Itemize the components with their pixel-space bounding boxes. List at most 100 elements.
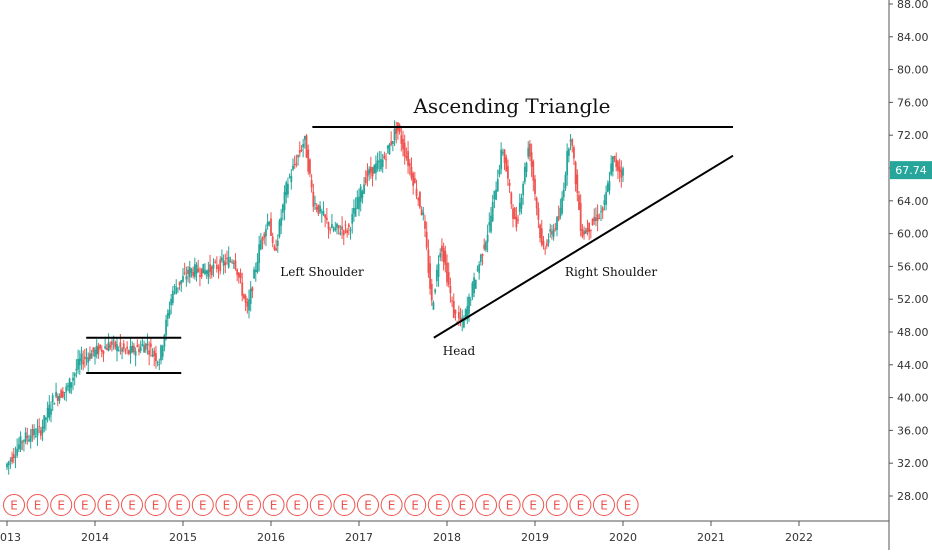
candle-body: [68, 378, 71, 393]
candle: [363, 177, 365, 195]
candle-body: [554, 228, 557, 230]
candle-body: [415, 188, 418, 197]
earnings-circle: [50, 494, 73, 516]
candle: [615, 152, 618, 172]
candle: [449, 277, 452, 303]
candle-body: [261, 237, 264, 241]
candle-body: [124, 349, 127, 351]
earnings-label: E: [152, 499, 160, 513]
candle: [601, 206, 604, 220]
candle: [302, 138, 305, 158]
candle-body: [173, 286, 176, 288]
candle: [273, 244, 276, 252]
earnings-label: E: [81, 499, 89, 513]
candle-body: [358, 196, 360, 210]
candle-body: [557, 216, 560, 220]
candle-body: [288, 176, 291, 178]
candle: [31, 424, 34, 442]
candle: [173, 283, 176, 295]
candle: [442, 242, 445, 271]
candle-body: [571, 139, 574, 146]
candle: [576, 169, 579, 202]
candle-body: [273, 246, 276, 250]
candle-body: [190, 268, 193, 273]
candle-body: [459, 317, 462, 321]
candle-body: [573, 147, 575, 159]
earnings-marker: E: [286, 494, 309, 516]
y-tick-label: 32.00: [897, 457, 929, 470]
candle: [354, 197, 357, 217]
candle: [413, 171, 416, 184]
candle: [402, 130, 404, 157]
candle-body: [347, 224, 350, 228]
candle: [344, 220, 347, 234]
candle-body: [515, 216, 518, 228]
candle-body: [302, 143, 305, 148]
candle: [183, 262, 186, 276]
candle-body: [195, 264, 198, 274]
candle: [368, 166, 371, 181]
price-axis[interactable]: 88.0084.0080.0076.0072.0068.0064.0060.00…: [889, 0, 929, 503]
y-tick-label: 44.00: [897, 359, 929, 372]
earnings-marker: E: [144, 494, 167, 516]
candle: [116, 337, 118, 362]
candle: [271, 232, 274, 248]
candle-body: [344, 224, 347, 226]
candle-body: [444, 250, 447, 265]
candle: [473, 272, 475, 298]
earnings-marker: E: [616, 494, 639, 516]
candle-body: [427, 249, 430, 273]
candle: [217, 264, 220, 279]
candle-body: [493, 190, 496, 200]
candle-body: [485, 241, 487, 251]
candle: [332, 226, 335, 233]
candle: [229, 256, 232, 263]
candle: [371, 166, 374, 187]
x-tick-label: 2022: [785, 531, 813, 544]
earnings-circle: [73, 494, 96, 516]
candle: [435, 264, 438, 287]
candle: [331, 213, 333, 229]
candle: [224, 253, 227, 273]
candle-body: [165, 319, 167, 336]
candle: [144, 342, 147, 353]
candle: [207, 261, 210, 285]
candle: [303, 135, 306, 149]
candle-body: [112, 339, 115, 341]
candle: [545, 239, 548, 249]
earnings-label: E: [411, 499, 419, 513]
candle-body: [591, 218, 594, 226]
candle: [83, 348, 86, 368]
candle: [586, 219, 589, 236]
candle: [259, 233, 262, 251]
y-tick-label: 52.00: [897, 293, 929, 306]
candle: [522, 181, 525, 205]
candle-body: [567, 148, 570, 156]
candle: [425, 221, 428, 251]
candle-body: [309, 159, 311, 174]
candle-body: [466, 305, 469, 320]
candle-body: [231, 261, 233, 263]
candle: [43, 415, 46, 433]
candle-body: [534, 179, 536, 195]
candle: [295, 154, 298, 168]
candle-body: [593, 216, 596, 222]
candle-body: [270, 218, 272, 236]
candle-body: [325, 217, 328, 220]
candle-body: [121, 348, 123, 352]
candle-body: [442, 247, 445, 263]
candle-body: [412, 173, 415, 186]
earnings-marker: E: [168, 494, 191, 516]
candle: [236, 268, 239, 282]
candle-body: [341, 226, 343, 230]
earnings-marker: E: [191, 494, 214, 516]
right-shoulder-label: Right Shoulder: [565, 265, 657, 279]
candle-body: [134, 351, 137, 356]
candle-body: [102, 350, 105, 354]
earnings-circle: [427, 494, 450, 516]
candle: [474, 279, 477, 290]
candle: [327, 221, 330, 239]
earnings-marker: E: [121, 494, 143, 516]
time-axis[interactable]: 2013 2014 2015 2016 2017 2018 2019 2020 2021 2022: [0, 521, 813, 544]
